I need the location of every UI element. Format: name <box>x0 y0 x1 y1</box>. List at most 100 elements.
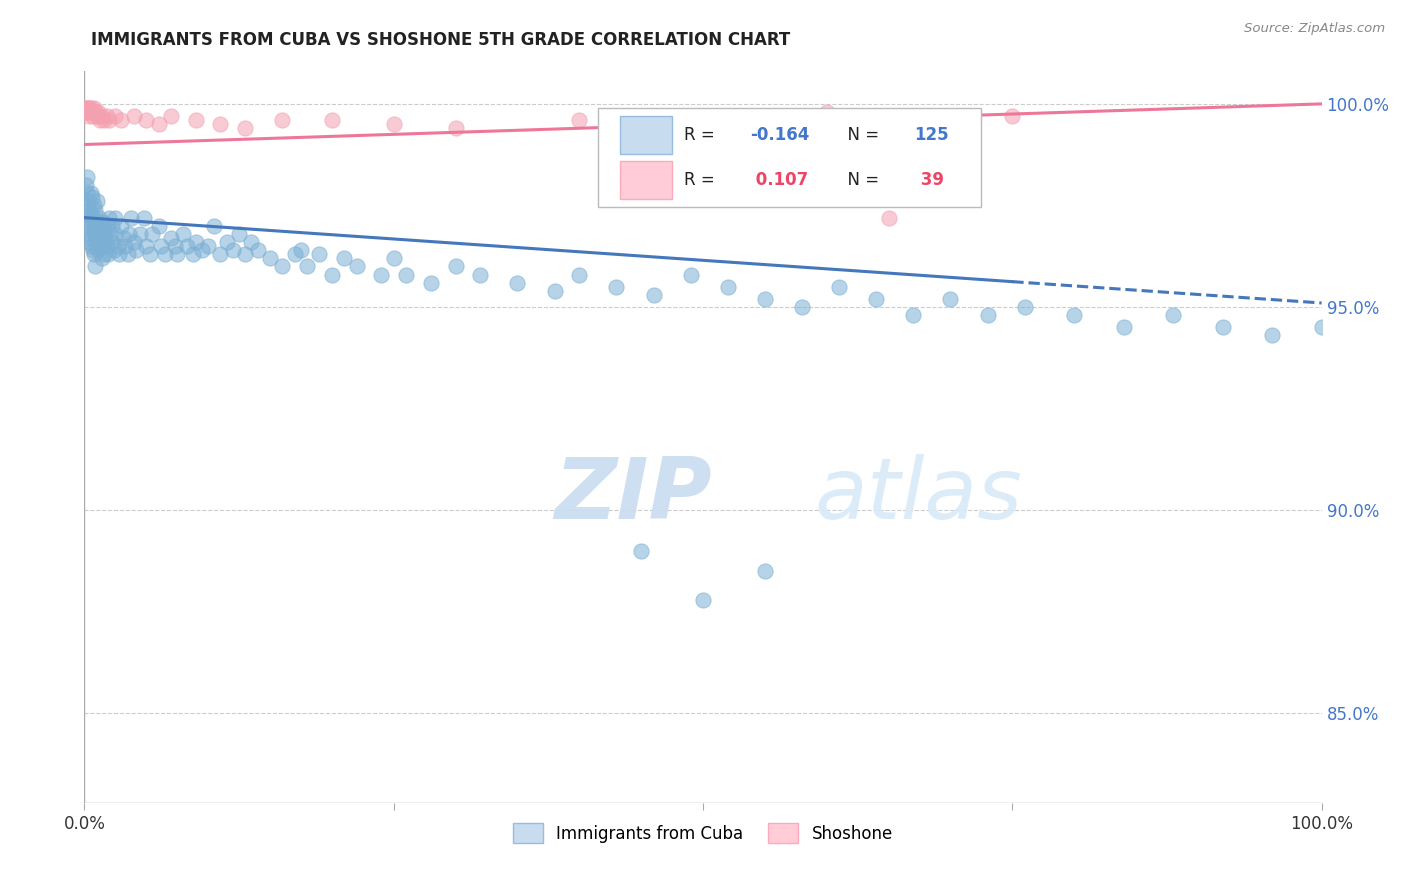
Point <box>79 109 101 123</box>
Point <box>692 592 714 607</box>
Point <box>89 219 111 233</box>
Point <box>191 243 214 257</box>
Point <box>233 121 256 136</box>
Point <box>333 252 356 266</box>
Point <box>172 227 194 241</box>
Point <box>382 252 405 266</box>
Point <box>104 211 127 225</box>
Point <box>100 235 122 249</box>
Point <box>222 243 245 257</box>
Point <box>166 247 188 261</box>
Point <box>543 284 565 298</box>
Point <box>1112 320 1135 334</box>
Text: IMMIGRANTS FROM CUBA VS SHOSHONE 5TH GRADE CORRELATION CHART: IMMIGRANTS FROM CUBA VS SHOSHONE 5TH GRA… <box>91 31 790 49</box>
Text: N =: N = <box>837 126 884 144</box>
Point <box>370 268 392 282</box>
Text: R =: R = <box>685 171 725 189</box>
Point <box>176 239 198 253</box>
Point <box>939 292 962 306</box>
Point <box>75 101 97 115</box>
Point <box>754 564 776 578</box>
Point <box>82 109 104 123</box>
Point <box>160 231 183 245</box>
Point <box>110 113 132 128</box>
Point <box>135 113 157 128</box>
Point <box>139 247 162 261</box>
Point <box>163 239 186 253</box>
Point <box>815 105 838 120</box>
Point <box>98 211 121 225</box>
Point <box>1310 320 1333 334</box>
Point <box>246 243 269 257</box>
Point <box>97 247 120 261</box>
Point <box>754 292 776 306</box>
Point <box>122 235 145 249</box>
Legend: Immigrants from Cuba, Shoshone: Immigrants from Cuba, Shoshone <box>506 817 900 849</box>
Point <box>382 117 405 131</box>
Point <box>233 247 256 261</box>
Point <box>107 239 129 253</box>
Point <box>77 194 100 209</box>
Point <box>790 300 813 314</box>
Point <box>114 239 136 253</box>
Text: atlas: atlas <box>814 454 1022 537</box>
Point <box>90 109 112 123</box>
Point <box>87 105 110 120</box>
Point <box>630 544 652 558</box>
Point <box>84 202 107 217</box>
Point <box>83 247 105 261</box>
Point <box>228 227 250 241</box>
Point <box>506 276 529 290</box>
Text: R =: R = <box>685 126 720 144</box>
Point <box>82 243 104 257</box>
Point <box>104 109 127 123</box>
Point <box>79 105 101 120</box>
Point <box>321 268 343 282</box>
Point <box>865 292 887 306</box>
Point <box>135 239 157 253</box>
Text: ZIP: ZIP <box>554 454 713 537</box>
Point <box>150 239 173 253</box>
Point <box>100 219 122 233</box>
Point <box>346 260 368 274</box>
Point <box>84 227 107 241</box>
Point <box>568 113 591 128</box>
Point <box>86 194 108 209</box>
Point <box>118 227 141 241</box>
Point <box>122 109 145 123</box>
Point <box>209 247 232 261</box>
Point <box>1014 300 1036 314</box>
Point <box>181 247 204 261</box>
Point <box>470 268 492 282</box>
Text: 125: 125 <box>914 126 949 144</box>
Point <box>1261 328 1284 343</box>
Point <box>83 198 105 212</box>
Point <box>125 243 148 257</box>
Point <box>1001 109 1024 123</box>
Point <box>103 243 125 257</box>
Point <box>184 235 207 249</box>
Text: Source: ZipAtlas.com: Source: ZipAtlas.com <box>1244 22 1385 36</box>
Text: -0.164: -0.164 <box>749 126 810 144</box>
FancyBboxPatch shape <box>598 108 981 207</box>
Point <box>1212 320 1234 334</box>
Point <box>80 215 103 229</box>
Point <box>79 206 101 220</box>
Point <box>284 247 307 261</box>
Point <box>75 198 97 212</box>
Point <box>75 105 97 120</box>
Point <box>79 101 101 115</box>
Point <box>79 231 101 245</box>
Text: 0.107: 0.107 <box>749 171 808 189</box>
Point <box>202 219 225 233</box>
Point <box>91 215 114 229</box>
Point <box>86 215 108 229</box>
Point <box>96 239 118 253</box>
Point <box>76 105 98 120</box>
Point <box>76 186 98 201</box>
Point <box>89 239 111 253</box>
Point <box>1063 308 1085 322</box>
Point <box>132 211 155 225</box>
Point <box>93 113 115 128</box>
Point <box>86 235 108 249</box>
